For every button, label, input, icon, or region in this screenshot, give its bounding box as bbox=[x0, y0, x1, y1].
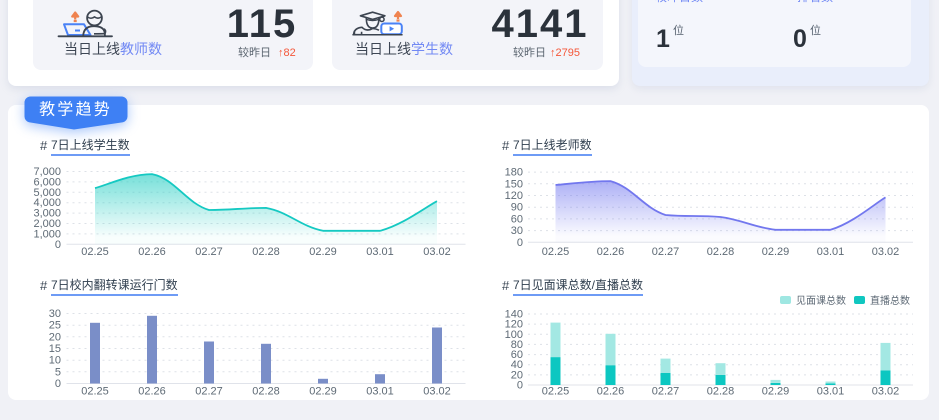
svg-text:7,000: 7,000 bbox=[33, 166, 61, 178]
svg-text:20: 20 bbox=[49, 331, 61, 343]
svg-text:0: 0 bbox=[517, 237, 523, 249]
svg-text:0: 0 bbox=[55, 239, 61, 251]
svg-text:03.02: 03.02 bbox=[423, 246, 451, 258]
svg-text:140: 140 bbox=[505, 309, 523, 321]
svg-text:10: 10 bbox=[49, 355, 61, 367]
svg-text:教学趋势: 教学趋势 bbox=[39, 101, 112, 119]
svg-text:02.25: 02.25 bbox=[542, 386, 570, 398]
svg-text:02.26: 02.26 bbox=[138, 386, 166, 398]
svg-text:0: 0 bbox=[517, 380, 523, 392]
svg-text:02.25: 02.25 bbox=[542, 246, 570, 258]
svg-text:90: 90 bbox=[511, 202, 523, 214]
svg-text:02.29: 02.29 bbox=[762, 386, 790, 398]
svg-text:03.02: 03.02 bbox=[423, 386, 451, 398]
svg-text:03.01: 03.01 bbox=[817, 246, 845, 258]
svg-text:180: 180 bbox=[505, 167, 523, 179]
svg-text:1,000: 1,000 bbox=[33, 228, 61, 240]
svg-text:60: 60 bbox=[511, 349, 523, 361]
svg-text:5: 5 bbox=[55, 366, 61, 378]
svg-text:20: 20 bbox=[511, 369, 523, 381]
svg-text:02.28: 02.28 bbox=[707, 246, 735, 258]
svg-text:02.28: 02.28 bbox=[707, 386, 735, 398]
svg-text:150: 150 bbox=[505, 178, 523, 190]
svg-text:02.25: 02.25 bbox=[81, 246, 109, 258]
svg-text:02.28: 02.28 bbox=[252, 386, 280, 398]
svg-text:60: 60 bbox=[511, 213, 523, 225]
svg-text:02.28: 02.28 bbox=[252, 246, 280, 258]
svg-text:3,000: 3,000 bbox=[33, 208, 61, 220]
svg-text:80: 80 bbox=[511, 339, 523, 351]
svg-text:02.26: 02.26 bbox=[138, 246, 166, 258]
svg-text:02.27: 02.27 bbox=[652, 246, 680, 258]
svg-text:03.01: 03.01 bbox=[817, 386, 845, 398]
svg-text:5,000: 5,000 bbox=[33, 187, 61, 199]
svg-text:02.25: 02.25 bbox=[81, 386, 109, 398]
svg-text:15: 15 bbox=[49, 343, 61, 355]
svg-text:03.02: 03.02 bbox=[872, 246, 900, 258]
svg-text:02.27: 02.27 bbox=[195, 386, 223, 398]
svg-text:120: 120 bbox=[505, 190, 523, 202]
svg-text:03.02: 03.02 bbox=[872, 386, 900, 398]
svg-text:2,000: 2,000 bbox=[33, 218, 61, 230]
svg-text:02.26: 02.26 bbox=[597, 246, 625, 258]
svg-text:120: 120 bbox=[505, 319, 523, 331]
svg-text:03.01: 03.01 bbox=[366, 246, 394, 258]
svg-text:30: 30 bbox=[49, 308, 61, 320]
svg-text:02.29: 02.29 bbox=[762, 246, 790, 258]
svg-text:02.29: 02.29 bbox=[309, 246, 337, 258]
svg-text:02.27: 02.27 bbox=[652, 386, 680, 398]
svg-text:4,000: 4,000 bbox=[33, 197, 61, 209]
svg-text:0: 0 bbox=[55, 378, 61, 390]
svg-text:02.29: 02.29 bbox=[309, 386, 337, 398]
svg-text:30: 30 bbox=[511, 225, 523, 237]
svg-text:02.26: 02.26 bbox=[597, 386, 625, 398]
svg-text:6,000: 6,000 bbox=[33, 176, 61, 188]
svg-text:03.01: 03.01 bbox=[366, 386, 394, 398]
svg-text:25: 25 bbox=[49, 320, 61, 332]
svg-text:100: 100 bbox=[505, 329, 523, 341]
svg-text:02.27: 02.27 bbox=[195, 246, 223, 258]
svg-text:40: 40 bbox=[511, 359, 523, 371]
